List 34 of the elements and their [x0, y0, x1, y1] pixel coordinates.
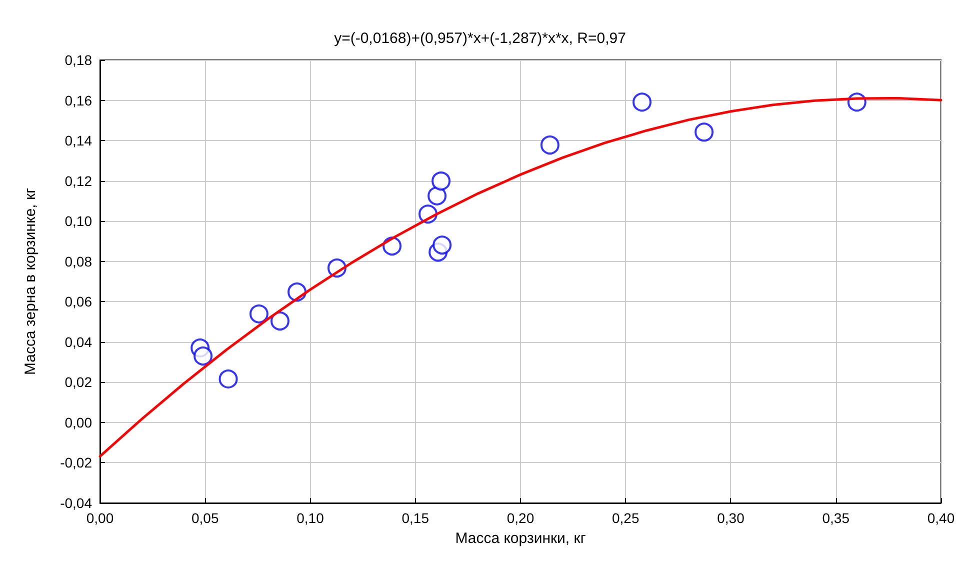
- y-tick-label: 0,06: [64, 294, 92, 310]
- x-tick-label: 0,30: [717, 510, 745, 526]
- x-axis-title: Масса корзинки, кг: [455, 530, 586, 547]
- point: [432, 172, 451, 191]
- y-tick-label: 0,12: [64, 172, 92, 189]
- y-axis-title: Масса зерна в корзинке, кг: [22, 187, 39, 376]
- x-tick-label: 0,40: [927, 510, 955, 526]
- point: [218, 369, 238, 388]
- point: [540, 135, 560, 154]
- point: [270, 311, 290, 330]
- x-tick-label: 0,05: [192, 510, 219, 526]
- x-tick-label: 0,35: [822, 510, 850, 526]
- x-tick-label: 0,20: [506, 510, 534, 526]
- y-tick-label: 0,18: [64, 52, 92, 68]
- point: [432, 236, 452, 255]
- x-tick-label: 0,10: [296, 510, 324, 526]
- y-tick-label: -0,02: [60, 454, 92, 471]
- point: [194, 346, 213, 366]
- y-tick-label: 0,08: [64, 253, 92, 270]
- y-tick-label: -0,04: [60, 495, 92, 511]
- y-tick-label: 0,16: [64, 92, 92, 108]
- x-tick-label: 0,25: [612, 510, 640, 526]
- y-tick-label: 0,02: [64, 374, 92, 390]
- chart-title: y=(-0,0168)+(0,957)*x+(-1,287)*x*x, R=0,97: [334, 30, 626, 47]
- point: [249, 304, 268, 324]
- y-tick-label: 0,00: [64, 414, 92, 430]
- y-tick-label: 0,14: [64, 132, 92, 149]
- y-tick-label: 0,10: [64, 213, 92, 230]
- x-tick-label: 0,00: [86, 510, 114, 526]
- point: [632, 92, 652, 112]
- point: [694, 122, 714, 142]
- point: [428, 186, 447, 206]
- y-tick-label: 0,04: [64, 334, 92, 350]
- x-tick-label: 0,15: [402, 510, 430, 526]
